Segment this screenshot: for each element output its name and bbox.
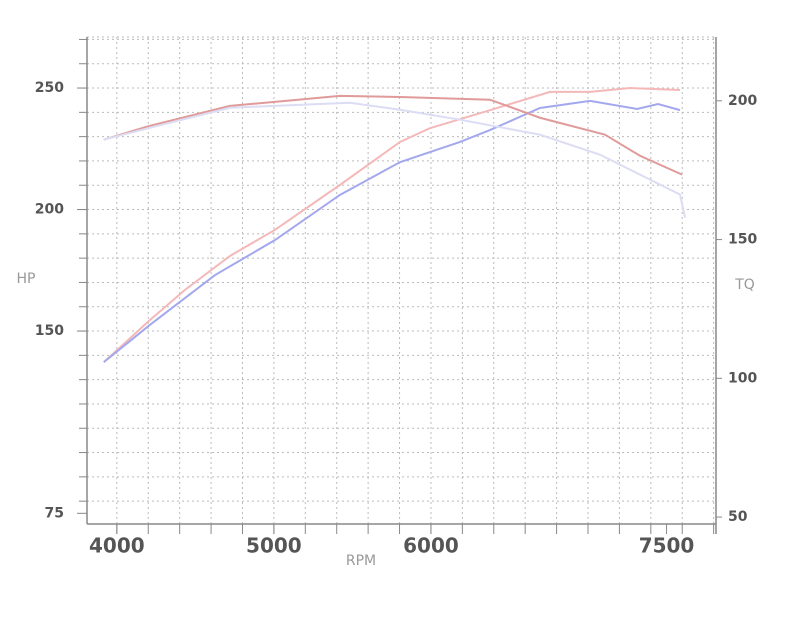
y2-tick-label: 50: [728, 509, 748, 525]
y2-tick-label: 200: [728, 93, 757, 109]
series-line: [103, 101, 687, 218]
series-line: [103, 94, 683, 176]
y-tick-label: 250: [35, 80, 64, 96]
y-axis-label: HP: [17, 271, 36, 287]
y-tick-label: 150: [35, 323, 64, 339]
series-line: [103, 87, 681, 363]
x-tick-label: 5000: [246, 534, 302, 558]
x-axis-label: RPM: [346, 553, 376, 569]
series-line: [103, 99, 681, 363]
y-tick-label: 75: [45, 505, 64, 521]
y2-axis-label: TQ: [734, 277, 755, 293]
x-tick-label: 6000: [403, 534, 459, 558]
x-tick-label: 4000: [89, 534, 145, 558]
x-tick-label: 7500: [639, 534, 695, 558]
y2-tick-label: 100: [728, 370, 757, 386]
y-tick-label: 200: [35, 202, 64, 218]
y2-tick-label: 150: [728, 232, 757, 248]
